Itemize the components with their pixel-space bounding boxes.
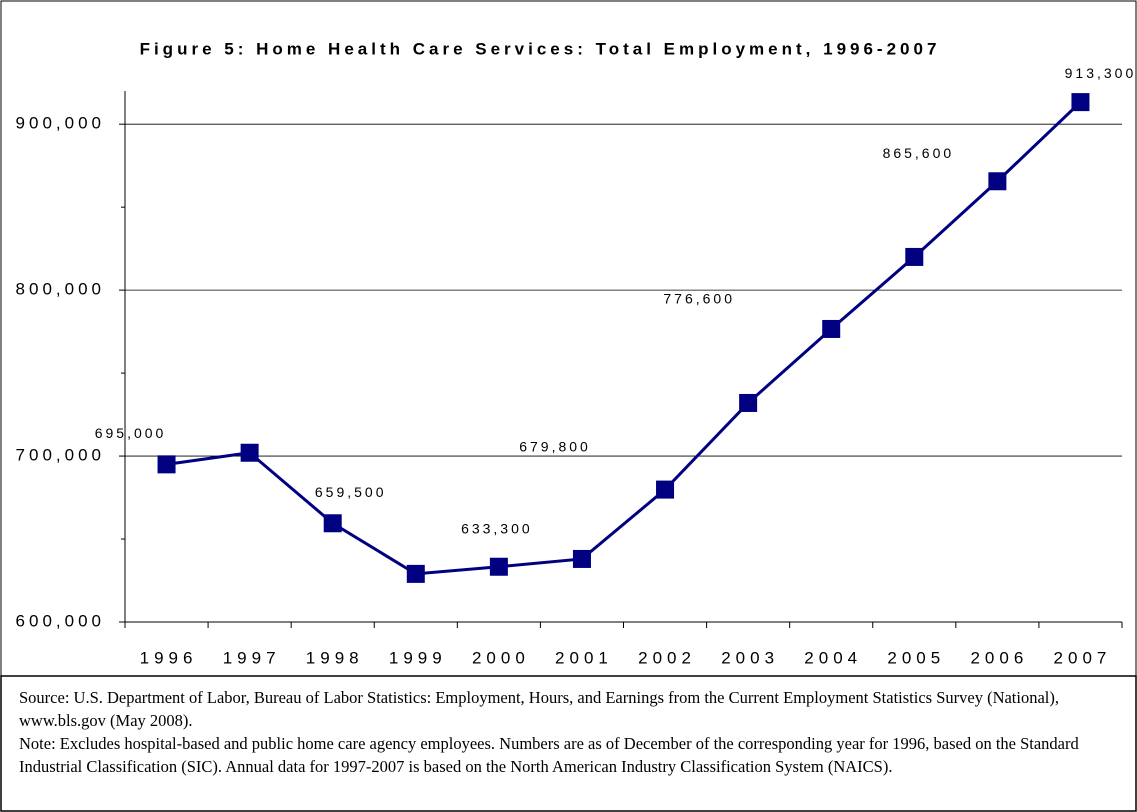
marker [739, 393, 758, 412]
data-label: 659,500 [315, 484, 387, 500]
y-tick-label: 800,000 [16, 280, 105, 299]
marker [157, 455, 176, 474]
data-label: 776,600 [663, 291, 735, 307]
marker [905, 247, 924, 266]
x-tick-label: 2005 [887, 648, 945, 667]
x-tick-label: 2004 [804, 648, 862, 667]
marker [822, 319, 841, 338]
note: Note: Excludes hospital-based and public… [19, 734, 1079, 776]
footnote-frame [0, 675, 1137, 812]
x-tick-label: 2000 [472, 648, 530, 667]
marker [489, 557, 508, 576]
marker [406, 564, 425, 583]
data-label: 695,000 [95, 425, 167, 441]
x-tick-label: 1997 [223, 648, 281, 667]
y-tick-label: 600,000 [16, 611, 105, 630]
x-tick-label: 1998 [306, 648, 364, 667]
x-tick-label: 1996 [140, 648, 198, 667]
marker [240, 443, 259, 462]
x-tick-label: 1999 [389, 648, 447, 667]
data-label: 865,600 [883, 145, 955, 161]
data-label: 633,300 [461, 520, 533, 536]
marker [323, 514, 342, 533]
marker [572, 549, 591, 568]
chart-frame [0, 0, 1137, 677]
data-label: 913,300 [1065, 65, 1137, 81]
x-tick-label: 2006 [970, 648, 1028, 667]
marker [988, 172, 1007, 191]
source: Source: U.S. Department of Labor, Bureau… [19, 688, 1059, 730]
x-tick-label: 2007 [1054, 648, 1112, 667]
y-tick-label: 700,000 [16, 446, 105, 465]
chart-title: Figure 5: Home Health Care Services: Tot… [140, 39, 941, 58]
y-tick-label: 900,000 [16, 114, 105, 133]
data-label: 679,800 [519, 438, 591, 454]
marker [656, 480, 675, 499]
footnote: Source: U.S. Department of Labor, Bureau… [2, 676, 1102, 788]
line [166, 101, 1082, 576]
x-tick-label: 2003 [721, 648, 779, 667]
marker [1071, 93, 1090, 112]
x-tick-label: 2002 [638, 648, 696, 667]
x-tick-label: 2001 [555, 648, 613, 667]
